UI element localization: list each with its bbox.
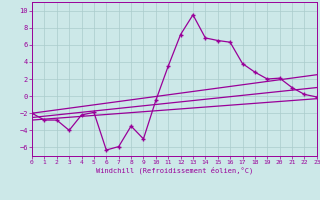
X-axis label: Windchill (Refroidissement éolien,°C): Windchill (Refroidissement éolien,°C) — [96, 167, 253, 174]
